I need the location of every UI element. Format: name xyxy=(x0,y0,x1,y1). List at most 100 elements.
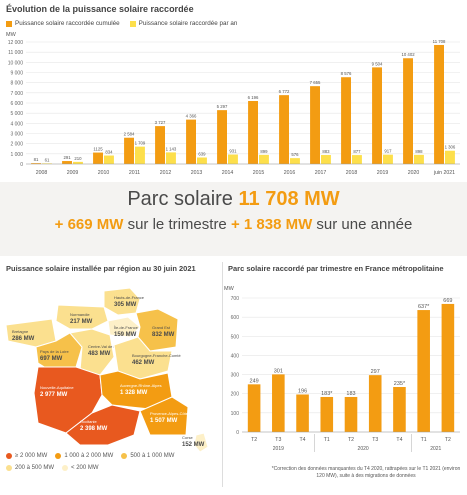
data-label: 297 xyxy=(371,369,380,375)
region-name: Grand Est xyxy=(152,325,171,330)
y-tick-label: 100 xyxy=(231,411,240,417)
data-label: 183* xyxy=(321,391,333,397)
bar-quarter xyxy=(368,375,382,432)
legend-label-cumulative: Puissance solaire raccordée cumulée xyxy=(15,20,120,27)
x-tick-label: 2020 xyxy=(408,170,420,176)
region-value: 2 977 MW xyxy=(40,392,68,398)
bar-quarter xyxy=(320,396,334,432)
region-value: 1 328 MW xyxy=(120,390,148,396)
region-value: 152 MW xyxy=(182,442,205,448)
data-label-cumulative: 2 584 xyxy=(124,132,135,137)
quarterly-title: Parc solaire raccordé par trimestre en F… xyxy=(228,264,444,273)
region-name: Corse xyxy=(182,435,193,440)
region-value: 2 398 MW xyxy=(80,426,108,432)
region-value: 1 507 MW xyxy=(150,418,178,424)
x-tick-label: 2015 xyxy=(253,170,265,176)
quarterly-bar-chart: 0 100 200 300 400 500 600 700 249 T2 301 T3 196 T4 183… xyxy=(231,296,460,452)
x-tick-label: 2012 xyxy=(160,170,172,176)
bar-annual xyxy=(104,155,114,164)
region-shape xyxy=(35,332,83,374)
bar-annual xyxy=(383,154,393,164)
map-legend-item: 1 000 à 2 000 MW xyxy=(55,453,113,459)
data-label-annual: 1 709 xyxy=(135,141,146,146)
data-label-annual: 883 xyxy=(322,149,330,154)
y-tick-label: 5 000 xyxy=(10,111,23,117)
data-label-annual: 931 xyxy=(229,149,237,154)
data-label-annual: 576 xyxy=(291,152,299,157)
banner-headline: Parc solaire 11 708 MW xyxy=(0,188,467,211)
quarterly-y-unit: MW xyxy=(224,286,234,292)
quarterly-footnote: *Correction des données manquantes du T4… xyxy=(271,466,461,479)
x-tick-label: 2019 xyxy=(377,170,389,176)
region-name: Pays de la Loire xyxy=(40,349,69,354)
bar-cumulative xyxy=(31,163,41,164)
data-label-cumulative: 9 504 xyxy=(372,61,383,66)
bar-annual xyxy=(73,161,83,164)
region-shape xyxy=(69,328,115,376)
x-tick-label: 2018 xyxy=(346,170,358,176)
data-label-annual: 210 xyxy=(74,156,82,161)
legend-swatch-annual xyxy=(129,20,136,27)
data-label-annual: 899 xyxy=(260,149,268,154)
y-tick-label: 11 000 xyxy=(8,50,23,56)
y-tick-label: 7 000 xyxy=(10,91,23,97)
data-label-annual: 61 xyxy=(45,157,50,162)
data-label-annual: 1 306 xyxy=(445,145,456,150)
bar-cumulative xyxy=(217,110,227,164)
bar-quarter xyxy=(393,387,406,432)
legend-item-cumulative: Puissance solaire raccordée cumulée xyxy=(6,20,120,27)
region-name: Occitanie xyxy=(80,419,97,424)
summary-banner: Parc solaire 11 708 MW + 669 MW sur le t… xyxy=(0,182,467,256)
bar-cumulative xyxy=(434,44,444,164)
x-tick-label: T3 xyxy=(372,437,378,443)
map-legend-label: 200 à 500 MW xyxy=(15,465,55,471)
x-tick-label: T2 xyxy=(445,437,451,443)
data-label-cumulative: 291 xyxy=(63,155,71,160)
bar-cumulative xyxy=(62,161,72,164)
x-tick-label: T3 xyxy=(275,437,281,443)
map-legend: ≥ 2 000 MW 1 000 à 2 000 MW 500 à 1 000 MW… xyxy=(6,453,216,471)
data-label-cumulative: 4 366 xyxy=(186,114,197,119)
y-tick-label: 400 xyxy=(231,353,240,359)
bar-cumulative xyxy=(155,126,165,164)
bar-annual xyxy=(259,154,269,164)
region-name: Centre-Val de Loire xyxy=(88,344,123,349)
map-legend-label: < 200 MW xyxy=(71,465,99,471)
bar-quarter xyxy=(272,374,285,432)
y-tick-label: 600 xyxy=(231,315,240,321)
data-label: 183 xyxy=(346,391,355,397)
region-name: Île-de-France xyxy=(113,325,139,330)
map-legend-item: ≥ 2 000 MW xyxy=(6,453,47,459)
map-legend-swatch xyxy=(121,453,128,459)
data-label: 249 xyxy=(250,378,259,384)
map-legend-item: 200 à 500 MW xyxy=(6,465,54,471)
region-map: Hauts-de-France 305 MW Normandie 217 MW Île-… xyxy=(5,287,209,453)
x-tick-label: T1 xyxy=(324,437,330,443)
bar-cumulative xyxy=(372,67,382,164)
region-value: 159 MW xyxy=(114,332,137,338)
data-label-cumulative: 7 655 xyxy=(310,80,321,85)
banner-year-text: sur une année xyxy=(316,216,413,233)
y-tick-label: 300 xyxy=(231,373,240,379)
bar-cumulative xyxy=(186,119,196,164)
region-value: 697 MW xyxy=(40,356,63,362)
map-legend-item: 500 à 1 000 MW xyxy=(121,453,174,459)
legend-swatch-cumulative xyxy=(6,20,12,27)
bar-quarter xyxy=(247,384,261,432)
x-tick-label: juin 2021 xyxy=(433,170,455,176)
region-value: 483 MW xyxy=(88,351,111,357)
bar-annual xyxy=(414,154,424,164)
data-label-cumulative: 8 576 xyxy=(341,71,352,76)
map-legend-label: 500 à 1 000 MW xyxy=(130,453,175,459)
x-tick-label: T2 xyxy=(251,437,257,443)
bar-annual xyxy=(197,157,207,164)
x-tick-label: 2008 xyxy=(36,170,48,176)
bar-cumulative xyxy=(310,86,320,164)
bar-quarter xyxy=(441,303,455,432)
y-axis-unit: MW xyxy=(6,32,16,38)
bar-cumulative xyxy=(341,77,351,164)
map-legend-swatch xyxy=(62,465,69,471)
y-tick-label: 0 xyxy=(20,162,23,168)
bar-annual xyxy=(352,155,362,164)
